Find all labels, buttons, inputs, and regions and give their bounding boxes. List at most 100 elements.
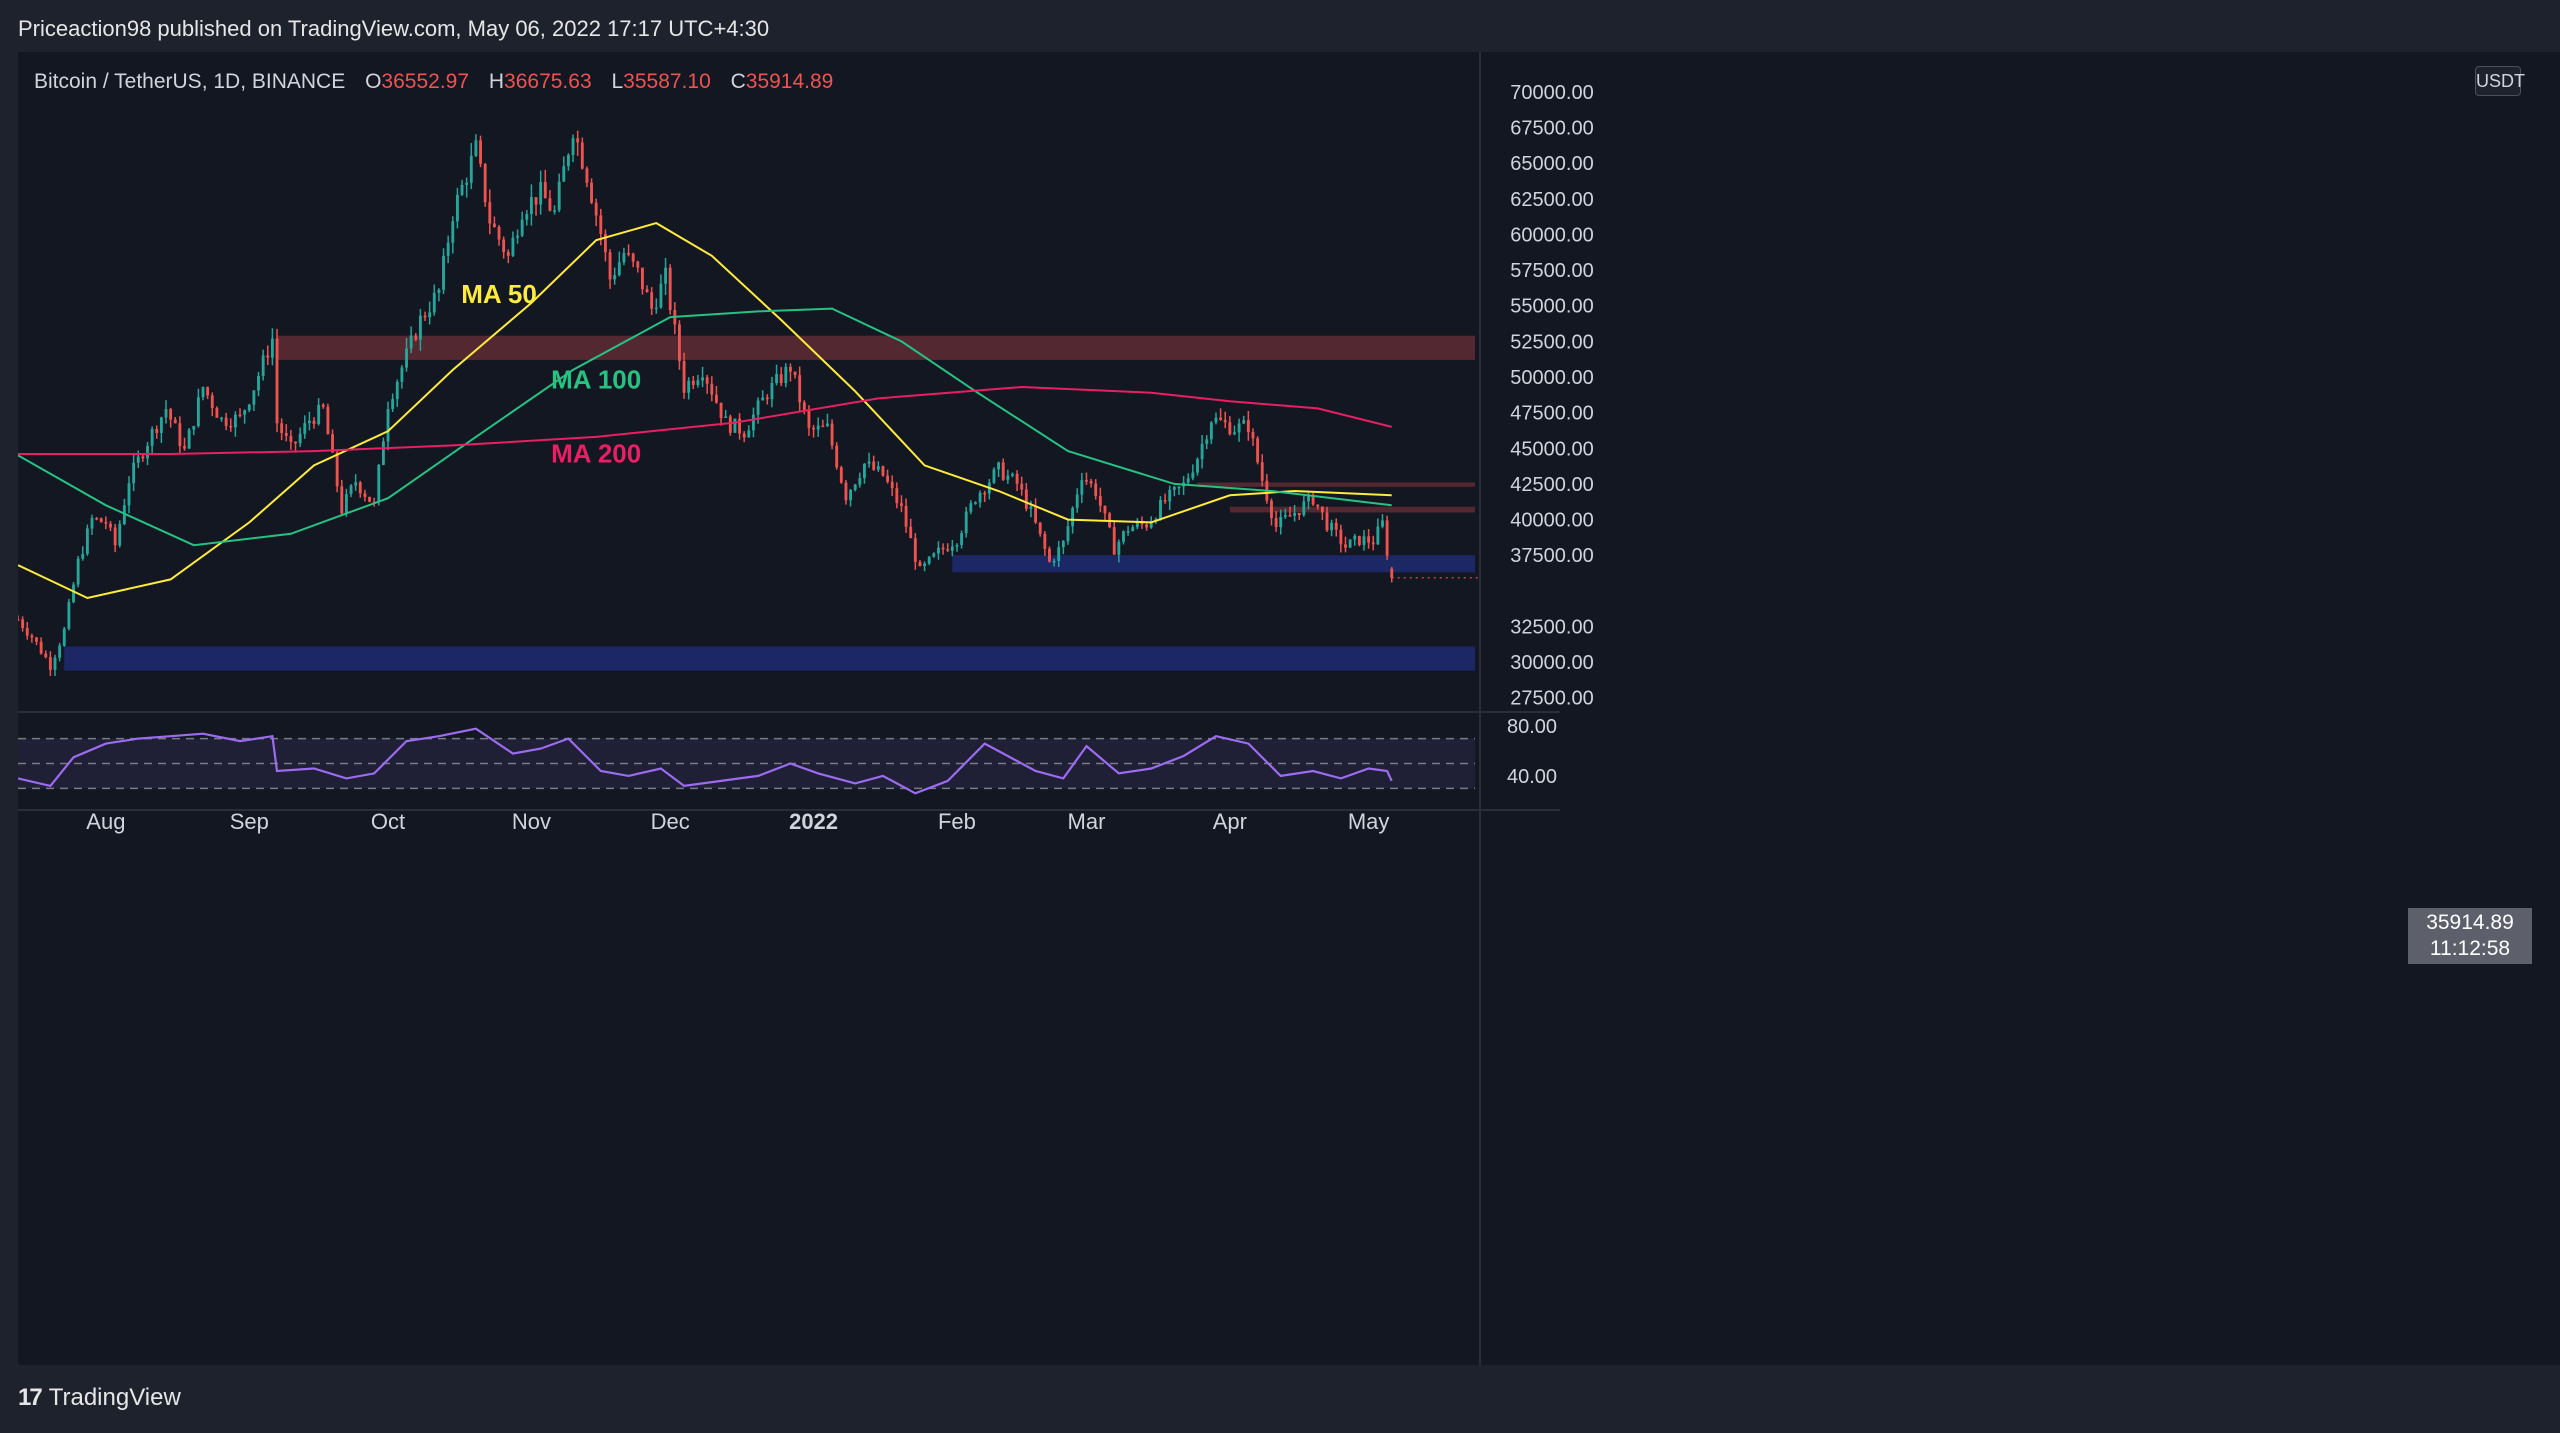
candle-up <box>432 292 436 313</box>
candle-up <box>1126 531 1130 533</box>
candle-down <box>668 267 672 310</box>
low-value: 35587.10 <box>623 70 711 93</box>
candle-up <box>386 409 390 442</box>
low-label: L <box>611 70 624 93</box>
candle-down <box>895 488 899 504</box>
price-tick-label: 57500.00 <box>1510 260 1593 282</box>
tradingview-brand[interactable]: 17 TradingView <box>18 1384 181 1412</box>
candle-up <box>539 182 543 205</box>
candle-up <box>1233 432 1236 435</box>
candle-down <box>705 377 709 384</box>
candle-down <box>812 427 816 430</box>
brand-text: TradingView <box>48 1384 181 1411</box>
candle-down <box>543 182 547 199</box>
candle-down <box>155 429 159 433</box>
candle-up <box>1242 420 1246 424</box>
candle-down <box>479 140 482 164</box>
candle-down <box>39 641 43 654</box>
candle-down <box>918 562 922 567</box>
candle-down <box>886 475 890 482</box>
candle-up <box>1302 501 1306 516</box>
candle-up <box>1191 472 1195 479</box>
candle-down <box>580 142 584 169</box>
candle-up <box>409 335 413 349</box>
candle-down <box>719 402 723 419</box>
candle-down <box>779 374 783 384</box>
candle-down <box>1103 505 1107 514</box>
candle-up <box>220 417 223 420</box>
candle-down <box>178 423 182 447</box>
symbol-legend: Bitcoin / TetherUS, 1D, BINANCE O36552.9… <box>34 70 833 94</box>
candle-up <box>553 210 556 212</box>
candle-down <box>534 197 538 205</box>
candle-down <box>358 482 362 494</box>
candle-up <box>1131 527 1135 532</box>
candle-down <box>576 138 580 143</box>
chart-canvas[interactable]: MA 50 MA 100 MA 200 27500.00 30000.00 32500.0… <box>18 52 2560 1365</box>
candle-down <box>414 335 418 340</box>
candle-up <box>76 558 80 585</box>
candle-up <box>511 237 515 256</box>
ma-label: MA 100 <box>551 364 641 394</box>
price-tick-label: 65000.00 <box>1510 153 1593 175</box>
candle-down <box>1015 473 1019 484</box>
candle-up <box>659 283 663 308</box>
candle-down <box>798 375 802 403</box>
candle-up <box>1122 531 1125 542</box>
chart-area[interactable]: MA 50 MA 100 MA 200 27500.00 30000.00 32500.0… <box>18 52 2560 1365</box>
candle-down <box>1288 515 1292 517</box>
candle-down <box>99 518 103 523</box>
candle-down <box>1334 522 1338 530</box>
candle-up <box>1080 480 1084 495</box>
candle-up <box>1330 522 1334 531</box>
candle-up <box>146 445 149 459</box>
candle-down <box>173 419 177 424</box>
candle-up <box>298 433 302 444</box>
candle-down <box>631 253 635 262</box>
candle-down <box>715 394 718 403</box>
candle-down <box>548 198 552 211</box>
candle-down <box>95 518 99 520</box>
candle-down <box>793 371 797 376</box>
candle-down <box>839 467 843 483</box>
candle-down <box>206 387 210 396</box>
candle-down <box>1297 513 1301 516</box>
time-tick-label: Sep <box>230 809 269 834</box>
candle-up <box>1205 439 1209 444</box>
price-tick-label: 45000.00 <box>1510 438 1593 460</box>
candle-up <box>1376 526 1380 545</box>
candle-up <box>187 429 191 449</box>
candle-down <box>502 239 506 253</box>
resistance-zone <box>1229 506 1475 513</box>
candle-up <box>960 533 964 545</box>
candle-down <box>835 445 839 468</box>
candle-down <box>1094 483 1098 496</box>
candle-down <box>1274 517 1278 527</box>
candle-down <box>1320 506 1324 513</box>
candle-down <box>789 366 792 372</box>
candle-up <box>67 602 71 629</box>
candle-up <box>622 253 626 263</box>
candle-down <box>30 635 34 638</box>
candle-up <box>654 307 658 310</box>
candle-up <box>247 404 251 411</box>
candle-down <box>141 456 145 459</box>
time-tick-label: Oct <box>371 809 405 834</box>
candle-up <box>196 397 200 427</box>
candle-up <box>1172 486 1176 490</box>
candle-down <box>363 493 367 497</box>
candle-up <box>72 584 75 603</box>
candle-up <box>1307 494 1310 502</box>
candle-up <box>566 154 570 167</box>
price-tick-label: 67500.00 <box>1510 118 1593 140</box>
candle-up <box>1149 521 1153 528</box>
candle-down <box>710 383 714 395</box>
ma-line <box>18 385 1392 455</box>
candle-down <box>1228 422 1232 435</box>
currency-button[interactable]: USDT <box>2475 66 2525 96</box>
candle-up <box>1283 515 1287 517</box>
candle-up <box>964 511 968 534</box>
candle-down <box>312 420 316 424</box>
candle-down <box>326 406 330 435</box>
candle-up <box>849 489 853 501</box>
